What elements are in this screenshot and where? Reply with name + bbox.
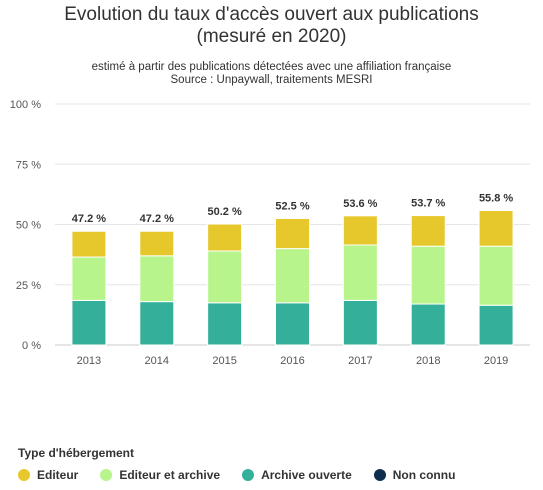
bar-segment	[478, 304, 514, 346]
data-label: 47.2 %	[72, 213, 106, 225]
bar-segment	[71, 299, 107, 346]
x-tick-label: 2019	[484, 355, 508, 367]
y-tick-label: 0 %	[22, 340, 41, 352]
y-tick-label: 100 %	[10, 99, 41, 111]
bar-segment	[139, 230, 175, 257]
x-tick-label: 2014	[145, 355, 169, 367]
data-label: 52.5 %	[275, 200, 309, 212]
legend-item[interactable]: Non connu	[373, 468, 456, 482]
bar-segment	[275, 248, 310, 304]
legend-marker-icon	[373, 469, 386, 481]
bar-segment	[207, 250, 243, 304]
chart-title: Evolution du taux d'accès ouvert aux pub…	[0, 4, 543, 48]
bar-segment	[139, 255, 175, 303]
legend-marker-icon	[18, 469, 30, 481]
bar-segment	[275, 302, 310, 346]
x-tick-label: 2017	[348, 355, 372, 367]
bar-segment	[478, 210, 514, 247]
legend-label: Non connu	[392, 468, 456, 482]
legend-title: Type d'hébergement	[18, 446, 134, 460]
y-tick-label: 25 %	[16, 280, 41, 292]
chart-title-line-2: (mesuré en 2020)	[196, 26, 347, 47]
bar-segment	[342, 215, 378, 246]
bar-segment	[342, 299, 378, 346]
legend-marker-icon	[242, 469, 255, 481]
bar-segment	[410, 303, 446, 346]
legend-label: Editeur et archive	[119, 468, 221, 482]
bar-segment	[139, 301, 175, 346]
x-tick-label: 2015	[212, 355, 236, 367]
bar-segment	[410, 215, 446, 247]
legend-item[interactable]: Editeur et archive	[100, 468, 220, 482]
y-tick-label: 75 %	[16, 159, 41, 171]
legend-label: Archive ouverte	[261, 468, 352, 482]
bar-segment	[478, 245, 514, 306]
bar-segment	[71, 230, 107, 258]
data-label: 47.2 %	[140, 213, 174, 225]
data-label: 53.6 %	[343, 198, 377, 210]
chart-subtitle-line-2: Source : Unpaywall, traitements MESRI	[170, 74, 373, 86]
chart-subtitle: estimé à partir des publications détecté…	[0, 61, 543, 87]
x-tick-label: 2018	[416, 355, 440, 367]
data-label: 50.2 %	[208, 206, 242, 218]
x-tick-label: 2013	[77, 355, 101, 367]
x-tick-label: 2016	[280, 355, 304, 367]
data-label: 53.7 %	[411, 198, 445, 210]
y-tick-label: 50 %	[16, 220, 41, 232]
chart-subtitle-line-1: estimé à partir des publications détecté…	[91, 61, 452, 73]
legend-label: Editeur	[37, 468, 79, 482]
legend-item[interactable]: Archive ouverte	[242, 468, 352, 482]
legend: Editeur Editeur et archive Archive ouverte…	[18, 468, 477, 482]
data-label: 55.8 %	[479, 193, 513, 205]
bar-segment	[275, 217, 310, 250]
bar-segment	[207, 302, 243, 346]
bar-segment	[410, 245, 446, 305]
chart-title-line-1: Evolution du taux d'accès ouvert aux pub…	[64, 4, 479, 25]
bar-segment	[342, 244, 378, 301]
bar-segment	[207, 223, 243, 252]
bar-segment	[71, 256, 107, 301]
legend-marker-icon	[100, 469, 113, 481]
stacked-bar-chart: 0 % 25 % 50 % 75 % 100 % 47.2 % 2013 47.2 % 2014…	[10, 99, 530, 367]
legend-item[interactable]: Editeur	[18, 468, 78, 482]
